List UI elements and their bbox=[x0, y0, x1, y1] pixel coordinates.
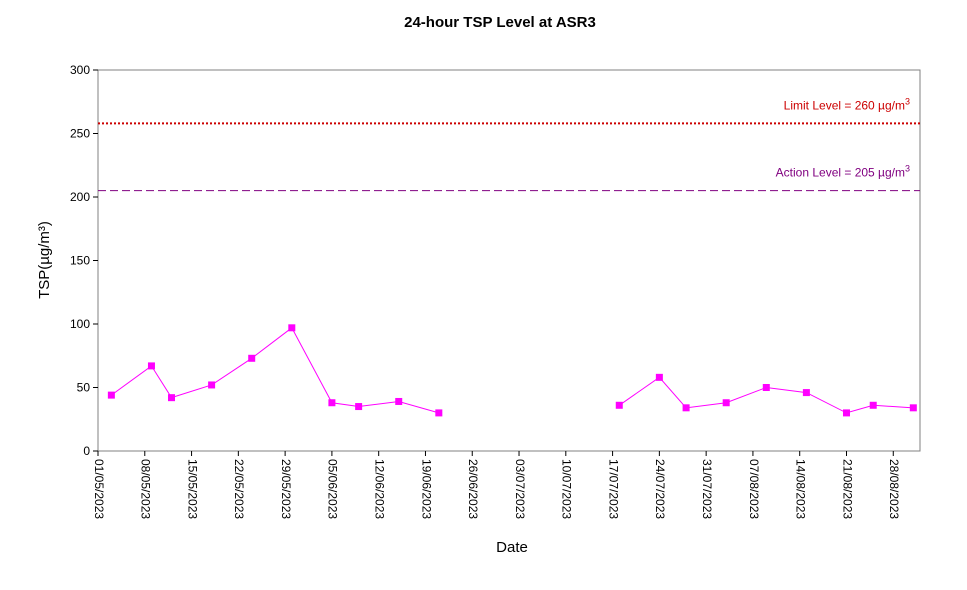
x-tick-label: 28/08/2023 bbox=[887, 459, 901, 519]
series-line bbox=[618, 376, 914, 414]
data-point bbox=[248, 354, 256, 362]
x-tick-label: 03/07/2023 bbox=[513, 459, 527, 519]
data-point bbox=[328, 399, 336, 407]
y-tick-label: 0 bbox=[83, 444, 90, 458]
x-tick-label: 29/05/2023 bbox=[279, 459, 293, 519]
y-tick-label: 300 bbox=[70, 63, 90, 77]
x-tick-label: 05/06/2023 bbox=[326, 459, 340, 519]
data-point bbox=[802, 389, 810, 397]
data-point bbox=[869, 401, 877, 409]
reference-line-label-sup: 3 bbox=[905, 164, 910, 174]
reference-line-label-text: Limit Level = 260 µg/m bbox=[784, 98, 905, 112]
x-tick-label: 15/05/2023 bbox=[185, 459, 199, 519]
reference-line-label-text: Action Level = 205 µg/m bbox=[776, 166, 905, 180]
y-tick-label: 250 bbox=[70, 127, 90, 141]
series-lines bbox=[111, 327, 914, 414]
y-axis: 0 50 100 150 200 250 300 bbox=[70, 63, 98, 458]
data-point bbox=[842, 409, 850, 417]
y-tick-label: 50 bbox=[77, 381, 91, 395]
plot-area bbox=[97, 69, 921, 452]
data-point bbox=[655, 373, 663, 381]
reference-line-label: Action Level = 205 µg/m3 bbox=[776, 164, 910, 180]
data-point bbox=[168, 394, 176, 402]
x-tick-label: 14/08/2023 bbox=[794, 459, 808, 519]
data-point bbox=[722, 399, 730, 407]
x-tick-label: 17/07/2023 bbox=[606, 459, 620, 519]
data-point bbox=[107, 391, 115, 399]
data-point bbox=[615, 401, 623, 409]
y-tick-label: 150 bbox=[70, 254, 90, 268]
x-tick-label: 07/08/2023 bbox=[747, 459, 761, 519]
data-point bbox=[208, 381, 216, 389]
y-tick-label: 100 bbox=[70, 317, 90, 331]
x-tick-label: 31/07/2023 bbox=[700, 459, 714, 519]
data-point bbox=[762, 384, 770, 391]
x-tick-label: 26/06/2023 bbox=[466, 459, 480, 519]
data-point bbox=[395, 397, 403, 405]
series-line bbox=[111, 327, 439, 414]
y-tick-label: 200 bbox=[70, 190, 90, 204]
series-markers bbox=[107, 324, 917, 417]
x-tick-label: 24/07/2023 bbox=[653, 459, 667, 519]
x-tick-label: 21/08/2023 bbox=[840, 459, 854, 519]
data-point bbox=[435, 409, 443, 417]
chart-title: 24-hour TSP Level at ASR3 bbox=[404, 14, 596, 31]
reference-line-label-sup: 3 bbox=[905, 96, 910, 106]
x-tick-label: 19/06/2023 bbox=[419, 459, 433, 519]
x-axis-label: Date bbox=[496, 539, 528, 556]
reference-line-label: Limit Level = 260 µg/m3 bbox=[784, 96, 910, 112]
data-point bbox=[682, 404, 690, 412]
x-tick-label: 12/06/2023 bbox=[373, 459, 387, 519]
x-tick-label: 10/07/2023 bbox=[560, 459, 574, 519]
data-point bbox=[147, 362, 155, 370]
x-tick-label: 08/05/2023 bbox=[139, 459, 153, 519]
data-point bbox=[909, 404, 917, 412]
x-tick-label: 22/05/2023 bbox=[232, 459, 246, 519]
x-tick-label: 01/05/2023 bbox=[92, 459, 106, 519]
data-point bbox=[355, 403, 363, 411]
y-axis-label: TSP(µg/m³) bbox=[36, 221, 53, 299]
x-axis: 01/05/2023 08/05/2023 15/05/2023 22/05/2023… bbox=[92, 451, 901, 519]
data-point bbox=[288, 324, 296, 332]
